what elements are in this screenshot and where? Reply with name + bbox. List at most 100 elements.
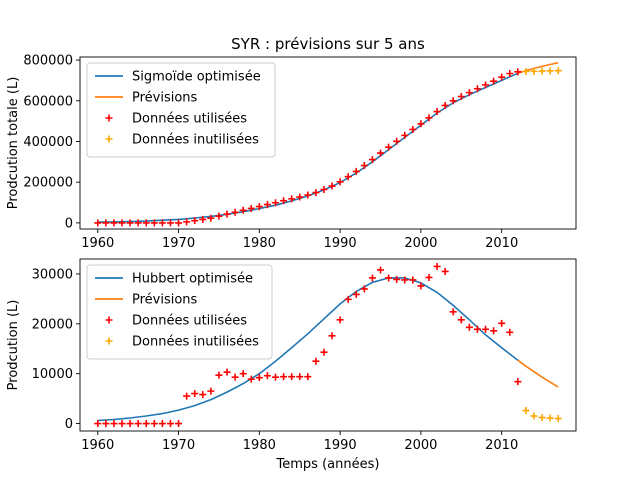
legend-box [86, 62, 276, 158]
legend-label: Données utilisées [132, 112, 247, 127]
data-point [150, 219, 158, 227]
data-point [385, 143, 393, 151]
legend-label: Données inutilisées [132, 133, 259, 148]
data-point [433, 262, 441, 270]
y-tick-label: 800000 [23, 54, 73, 69]
data-point [191, 390, 199, 398]
legend-label: Hubbert optimisée [132, 272, 253, 287]
y-axis-label: Prodcution (L) [6, 300, 21, 391]
data-point [554, 415, 562, 423]
data-point [368, 156, 376, 164]
data-point [296, 373, 304, 381]
data-point [280, 373, 288, 381]
y-tick-label: 30000 [32, 267, 73, 282]
x-axis-label: Temps (années) [276, 457, 380, 472]
data-point [183, 218, 191, 226]
data-point [175, 420, 183, 428]
data-point [506, 69, 514, 77]
data-point [457, 316, 465, 324]
data-point [183, 392, 191, 400]
data-point [425, 273, 433, 281]
data-point [530, 67, 538, 75]
data-point [409, 125, 417, 133]
legend-label: Données utilisées [132, 314, 247, 329]
data-point [255, 203, 263, 211]
data-point [142, 420, 150, 428]
data-point [199, 391, 207, 399]
data-point [417, 282, 425, 290]
data-point [304, 373, 312, 381]
data-point [522, 407, 530, 415]
data-point [320, 186, 328, 194]
legend-label: Prévisions [132, 91, 198, 106]
data-point [288, 195, 296, 203]
data-point [118, 420, 126, 428]
data-point [312, 189, 320, 197]
data-point [377, 266, 385, 274]
data-point [344, 295, 352, 303]
data-point [223, 210, 231, 218]
data-point [546, 414, 554, 422]
data-point [336, 178, 344, 186]
x-tick-label: 2000 [404, 438, 437, 453]
data-point [425, 114, 433, 122]
data-point [473, 325, 481, 333]
data-point [433, 108, 441, 116]
y-tick-label: 0 [65, 216, 73, 231]
data-point [223, 368, 231, 376]
data-point [126, 420, 134, 428]
data-point [457, 92, 465, 100]
data-point [207, 214, 215, 222]
data-point [401, 131, 409, 139]
data-point [393, 275, 401, 283]
data-point [320, 348, 328, 356]
data-point [126, 219, 134, 227]
top-panel-production-totale: 1960 1970 1980 1990 2000 2010 0 200000 400000 600… [6, 54, 577, 251]
x-tick-label: 2010 [485, 236, 518, 251]
data-point [538, 67, 546, 75]
data-point [158, 219, 166, 227]
data-point [166, 219, 174, 227]
data-point [393, 137, 401, 145]
axes-frame [79, 56, 577, 230]
data-point [377, 149, 385, 157]
legend-marker-swatch [105, 316, 113, 324]
x-tick-label: 1980 [243, 236, 276, 251]
data-point [336, 316, 344, 324]
legend-label: Données inutilisées [132, 335, 259, 350]
data-point [344, 173, 352, 181]
data-point [449, 308, 457, 316]
legend-marker-swatch [105, 114, 113, 122]
legend-marker-swatch [105, 135, 113, 143]
data-point [150, 420, 158, 428]
data-point [465, 323, 473, 331]
data-point [239, 206, 247, 214]
data-point [158, 420, 166, 428]
x-tick-label: 1990 [324, 236, 357, 251]
data-point [441, 101, 449, 109]
data-point [134, 219, 142, 227]
data-point [352, 290, 360, 298]
data-point [360, 285, 368, 293]
data-point [296, 193, 304, 201]
data-point [304, 191, 312, 199]
data-point [449, 97, 457, 105]
y-tick-label: 0 [65, 417, 73, 432]
data-point [94, 420, 102, 428]
x-tick-label: 2000 [404, 236, 437, 251]
data-point [263, 372, 271, 380]
data-point [94, 219, 102, 227]
data-point [328, 182, 336, 190]
x-tick-label: 1990 [324, 438, 357, 453]
series-2 [94, 68, 522, 227]
data-point [490, 327, 498, 335]
data-point [482, 81, 490, 89]
data-point [247, 375, 255, 383]
axes-frame [79, 258, 577, 432]
data-point [247, 204, 255, 212]
data-point [142, 219, 150, 227]
data-point [522, 67, 530, 75]
legend-label: Prévisions [132, 293, 198, 308]
series-3 [522, 407, 562, 423]
